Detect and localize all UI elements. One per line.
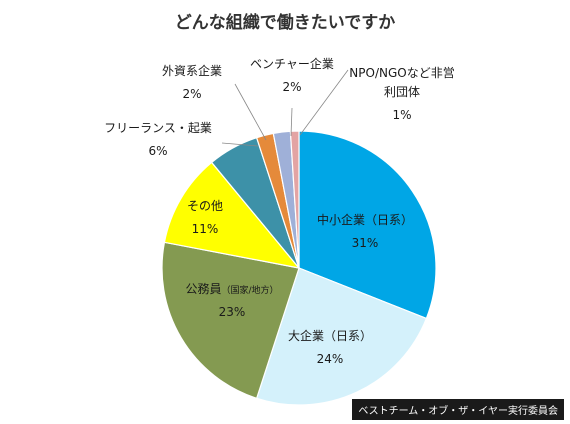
slice-label: 大企業（日系） [288, 328, 372, 343]
slice-label: その他 [187, 199, 223, 213]
slice-value-label: 24% [317, 352, 344, 366]
slice-label: NPO/NGOなど非営 [349, 66, 454, 80]
leader-line [234, 83, 267, 141]
slice-value-label: 1% [392, 108, 411, 122]
pie-slice [255, 267, 428, 406]
slice-label: 外資系企業 [162, 63, 222, 78]
slice-value-label: 31% [352, 236, 379, 250]
chart-title: どんな組織で働きたいですか [174, 13, 396, 33]
slice-value-label: 6% [148, 144, 167, 158]
slice-value-label: 2% [182, 87, 201, 101]
slice-label: 中小企業（日系） [317, 212, 413, 227]
slice-label: 公務員（国家/地方） [185, 282, 278, 296]
slice-label: 利団体 [384, 85, 420, 99]
slice-sublabel: （国家/地方） [221, 284, 278, 296]
slice-label: ベンチャー企業 [250, 56, 334, 71]
leader-line [299, 69, 349, 136]
leader-line [290, 107, 293, 137]
pie-slice [161, 241, 300, 400]
slice-label: フリーランス・起業 [104, 121, 212, 135]
pie-slice [298, 130, 437, 320]
leader-line [221, 142, 259, 147]
slice-value-label: 2% [282, 80, 301, 94]
slice-value-label: 23% [219, 305, 246, 319]
pie-slice [289, 130, 300, 269]
source-credit: ベストチーム・オブ・ザ・イヤー実行委員会 [352, 399, 564, 420]
slice-value-label: 11% [192, 222, 219, 236]
pie-slice [163, 161, 301, 269]
